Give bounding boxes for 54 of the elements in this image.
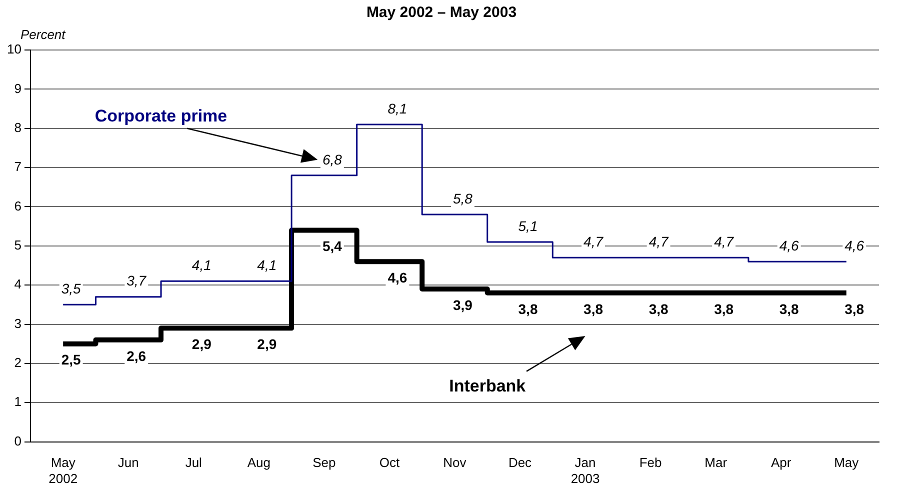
y-tick-label: 10 — [6, 42, 22, 57]
x-tick-label: Mar — [704, 455, 728, 470]
x-tick-label: Jun — [118, 455, 139, 470]
x-tick-label: Apr — [770, 455, 792, 470]
x-tick-label: Sep — [312, 455, 336, 470]
text: Corporate prime — [94, 106, 228, 126]
data-label: 3,8 — [714, 300, 734, 317]
x-tick-label: Oct — [379, 455, 400, 470]
data-label: 3,7 — [126, 272, 148, 289]
data-label: 3,8 — [779, 300, 800, 317]
y-tick-label: 4 — [14, 276, 22, 292]
y-tick-label: 3 — [14, 316, 22, 331]
data-label: 2,5 — [61, 352, 82, 368]
data-label: 2,9 — [192, 336, 212, 352]
data-label: 8,1 — [388, 100, 408, 116]
y-tick-label: 6 — [14, 198, 22, 214]
data-label: 5,1 — [518, 218, 538, 234]
x-tick-label: Feb — [639, 455, 662, 470]
x-tick-label: Aug — [247, 455, 270, 470]
data-label: 4,1 — [192, 257, 212, 274]
x-tick-label: May 2002 — [48, 455, 78, 486]
data-label: 4,7 — [584, 234, 604, 250]
data-label: 6,8 — [322, 151, 342, 168]
x-tick-label: Nov — [443, 455, 467, 470]
y-tick-label: 1 — [14, 394, 22, 410]
chart-title: May 2002 – May 2003 — [366, 4, 517, 22]
data-label: 3,9 — [452, 296, 473, 313]
data-label: 4,7 — [648, 234, 670, 250]
data-label: 3,8 — [844, 300, 864, 317]
data-label: 4,1 — [257, 257, 277, 274]
data-label: 5,4 — [322, 238, 342, 254]
x-tick-label: Dec — [508, 455, 532, 470]
y-tick-label: 7 — [14, 159, 22, 174]
data-label: 4,6 — [388, 269, 408, 286]
y-tick-label: 2 — [14, 355, 22, 370]
x-tick-label: May — [834, 455, 860, 470]
data-label: 3,8 — [648, 300, 668, 317]
data-label: 5,8 — [452, 190, 473, 206]
data-label: 3,5 — [61, 280, 82, 297]
data-label: 4,6 — [779, 237, 800, 254]
x-tick-label: Jan 2003 — [570, 455, 600, 486]
data-label: 2,9 — [257, 336, 277, 352]
data-label: 3,8 — [584, 300, 604, 317]
text: Interbank — [449, 376, 526, 396]
data-label: 3,8 — [518, 300, 538, 317]
y-axis-title: Percent — [20, 27, 67, 42]
data-label: 2,6 — [126, 348, 146, 364]
data-label: 4,7 — [714, 234, 735, 250]
y-tick-label: 5 — [14, 237, 22, 252]
y-tick-label: 8 — [14, 120, 22, 135]
y-tick-label: 0 — [14, 433, 22, 448]
data-label: 4,6 — [844, 237, 864, 254]
x-tick-label: Jul — [185, 455, 202, 470]
y-tick-label: 9 — [14, 80, 22, 96]
